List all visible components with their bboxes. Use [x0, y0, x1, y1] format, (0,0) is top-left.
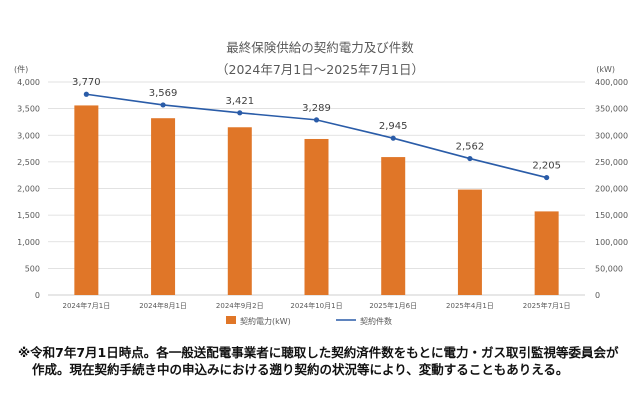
x-tick-label: 2024年10月1日	[290, 301, 342, 310]
y-left-tick-label: 2,500	[17, 158, 40, 167]
y-left-tick-label: 2,000	[17, 185, 40, 194]
line-point	[544, 174, 550, 181]
y-left-tick-label: 500	[25, 264, 40, 273]
legend-label-bar: 契約電力(kW)	[240, 316, 291, 326]
bar	[151, 118, 176, 296]
chart-title: 最終保険供給の契約電力及び件数	[226, 40, 414, 55]
y-right-tick-label: 0	[595, 291, 600, 300]
y-left-tick-label: 3,500	[17, 105, 40, 114]
y-left-tick-label: 0	[35, 291, 40, 300]
data-label: 3,289	[302, 103, 331, 114]
line-point	[467, 155, 473, 162]
y-right-tick-label: 100,000	[595, 238, 628, 247]
y-right-tick-label: 50,000	[595, 264, 623, 273]
line-point	[313, 117, 320, 123]
y-right-tick-label: 300,000	[595, 131, 628, 140]
x-tick-label: 2024年7月1日	[62, 301, 110, 310]
x-tick-label: 2024年9月2日	[216, 301, 264, 310]
footnote-line-2: 作成。現在契約手続き中の申込みにおける遡り契約の状況等により、変動することもあり…	[32, 362, 569, 377]
y-left-unit: (件)	[14, 64, 28, 74]
bar	[381, 157, 406, 295]
data-label: 2,205	[532, 161, 561, 172]
chart: 最終保険供給の契約電力及び件数 （2024年7月1日～2025年7月1日） (件) (…	[14, 40, 628, 326]
footnote-line-1: ※令和7年7月1日時点。各一般送配電事業者に聴取した契約済件数をもとに電力・ガス…	[18, 345, 619, 360]
line-point	[237, 110, 243, 116]
line-point	[390, 135, 396, 141]
legend-swatch-bar	[226, 316, 236, 324]
x-tick-label: 2025年1月6日	[369, 301, 417, 310]
legend-label-line: 契約件数	[360, 316, 392, 326]
y-right-tick-label: 150,000	[595, 211, 628, 220]
data-label: 3,569	[149, 88, 178, 99]
y-right-tick-label: 350,000	[595, 105, 628, 114]
line-point	[160, 102, 166, 108]
y-right-tick-label: 400,000	[595, 78, 628, 87]
y-right-tick-label: 200,000	[595, 185, 628, 194]
chart-svg: 最終保険供給の契約電力及び件数 （2024年7月1日～2025年7月1日） (件) (…	[14, 40, 628, 326]
line-point	[83, 91, 89, 97]
bar	[74, 105, 99, 296]
y-left-tick-label: 3,000	[17, 131, 40, 140]
data-label: 2,945	[379, 121, 408, 132]
x-tick-label: 2024年8月1日	[139, 301, 187, 310]
x-tick-label: 2025年7月1日	[523, 301, 571, 310]
y-right-unit: (kW)	[596, 65, 615, 74]
bar	[304, 138, 329, 295]
x-tick-label: 2025年4月1日	[446, 301, 494, 310]
bar	[457, 189, 482, 295]
y-left-tick-label: 1,500	[17, 211, 40, 220]
y-left-tick-label: 4,000	[17, 78, 40, 87]
y-right-tick-label: 250,000	[595, 158, 628, 167]
data-label: 3,421	[225, 96, 254, 107]
bar	[534, 211, 559, 295]
data-label: 2,562	[456, 142, 485, 153]
chart-subtitle: （2024年7月1日～2025年7月1日）	[216, 62, 424, 77]
data-label: 3,770	[72, 77, 101, 88]
y-left-tick-label: 1,000	[17, 238, 40, 247]
bar	[227, 127, 252, 295]
footnote: ※令和7年7月1日時点。各一般送配電事業者に聴取した契約済件数をもとに電力・ガス…	[18, 344, 630, 378]
